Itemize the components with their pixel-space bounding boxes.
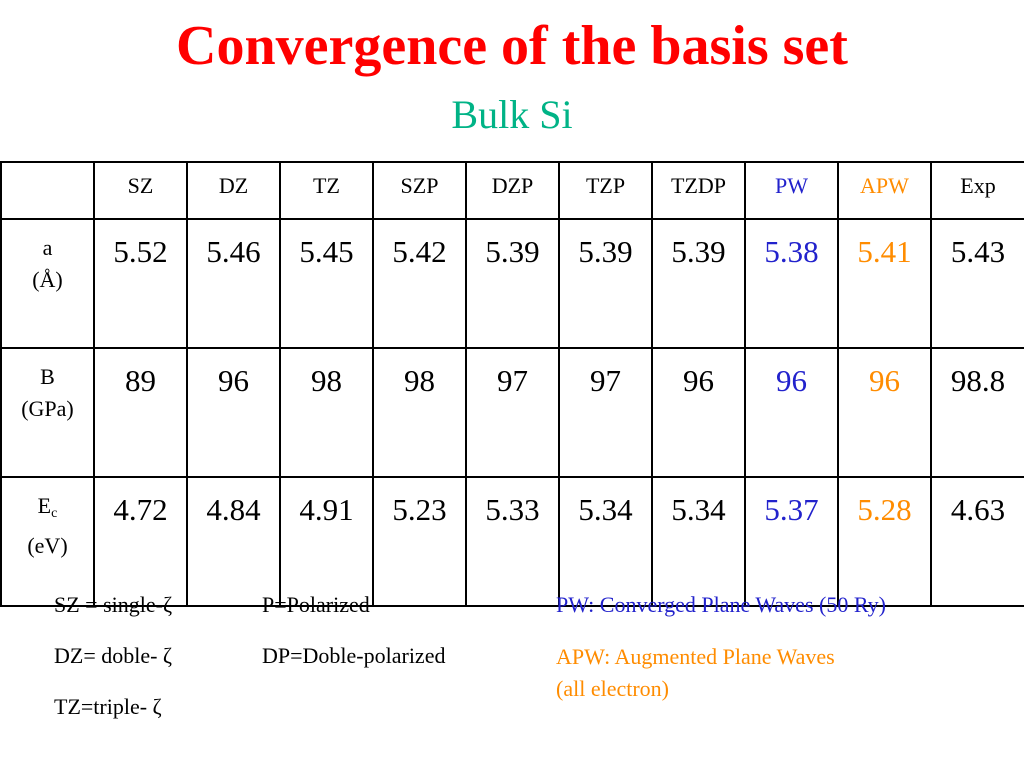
table-cell: 96 — [651, 347, 746, 478]
column-header-exp: Exp — [930, 161, 1024, 220]
notes-polarization: P=Polarized DP=Doble-polarized — [262, 590, 445, 692]
table-cell-apw: 5.28 — [837, 476, 932, 607]
column-header: DZP — [465, 161, 560, 220]
table-cell: 4.91 — [279, 476, 374, 607]
notes-plane-waves: PW: Converged Plane Waves (50 Ry) APW: A… — [556, 590, 886, 705]
table-cell: 5.33 — [465, 476, 560, 607]
slide-subtitle: Bulk Si — [451, 92, 573, 137]
table-cell: 5.34 — [651, 476, 746, 607]
table-cell: 5.39 — [465, 218, 560, 349]
table-cell: 5.39 — [558, 218, 653, 349]
table-row-bulk-modulus: B (GPa) 89 96 98 98 97 97 96 96 96 98.8 — [0, 347, 1024, 478]
table-cell: 4.84 — [186, 476, 281, 607]
table-cell: 97 — [558, 347, 653, 478]
table-cell: 89 — [93, 347, 188, 478]
column-header: DZ — [186, 161, 281, 220]
table-cell: 98 — [279, 347, 374, 478]
column-header-apw: APW — [837, 161, 932, 220]
table-cell-pw: 96 — [744, 347, 839, 478]
row-label: E — [37, 493, 52, 518]
row-label: a — [42, 235, 53, 260]
table-cell: 5.46 — [186, 218, 281, 349]
table-header-row: SZ DZ TZ SZP DZP TZP TZDP PW APW Exp — [0, 161, 1024, 220]
note-pw: PW: Converged Plane Waves (50 Ry) — [556, 592, 886, 617]
row-header: B (GPa) — [0, 347, 95, 478]
table-cell-apw: 96 — [837, 347, 932, 478]
basis-set-table: SZ DZ TZ SZP DZP TZP TZDP PW APW Exp a (… — [0, 161, 1024, 607]
table-cell: 4.72 — [93, 476, 188, 607]
row-unit: (eV) — [27, 533, 68, 558]
table-cell: 96 — [186, 347, 281, 478]
table-cell: 98 — [372, 347, 467, 478]
table-cell-apw: 5.41 — [837, 218, 932, 349]
table-corner-cell — [0, 161, 95, 220]
table-cell: 5.23 — [372, 476, 467, 607]
note-dz: DZ= doble- ζ — [54, 643, 173, 668]
slide-title: Convergence of the basis set — [176, 15, 848, 77]
table-cell: 5.45 — [279, 218, 374, 349]
note-sz: SZ = single-ζ — [54, 592, 173, 617]
table-cell: 5.52 — [93, 218, 188, 349]
table-cell: 5.34 — [558, 476, 653, 607]
row-header: Ec (eV) — [0, 476, 95, 607]
table-cell-exp: 98.8 — [930, 347, 1024, 478]
column-header-pw: PW — [744, 161, 839, 220]
note-apw-line2: (all electron) — [556, 676, 669, 701]
table-cell: 97 — [465, 347, 560, 478]
note-tz: TZ=triple- ζ — [54, 694, 162, 719]
table-cell-exp: 4.63 — [930, 476, 1024, 607]
column-header: TZP — [558, 161, 653, 220]
table-row-lattice-constant: a (Å) 5.52 5.46 5.45 5.42 5.39 5.39 5.39… — [0, 218, 1024, 349]
row-unit: (Å) — [32, 267, 63, 292]
row-label: B — [40, 364, 55, 389]
column-header: TZDP — [651, 161, 746, 220]
row-unit: (GPa) — [21, 396, 74, 421]
note-p: P=Polarized — [262, 592, 370, 617]
table-cell-pw: 5.38 — [744, 218, 839, 349]
table-cell-exp: 5.43 — [930, 218, 1024, 349]
note-dp: DP=Doble-polarized — [262, 643, 446, 668]
column-header: SZ — [93, 161, 188, 220]
table-row-cohesive-energy: Ec (eV) 4.72 4.84 4.91 5.23 5.33 5.34 5.… — [0, 476, 1024, 607]
table-cell-pw: 5.37 — [744, 476, 839, 607]
table-cell: 5.42 — [372, 218, 467, 349]
row-header: a (Å) — [0, 218, 95, 349]
row-label-subscript: c — [51, 506, 58, 521]
column-header: SZP — [372, 161, 467, 220]
note-apw-line1: APW: Augmented Plane Waves — [556, 644, 835, 669]
note-apw: APW: Augmented Plane Waves (all electron… — [556, 641, 886, 705]
notes-basis-abbreviations: SZ = single-ζ DZ= doble- ζ TZ=triple- ζ — [54, 590, 172, 743]
table-cell: 5.39 — [651, 218, 746, 349]
column-header: TZ — [279, 161, 374, 220]
